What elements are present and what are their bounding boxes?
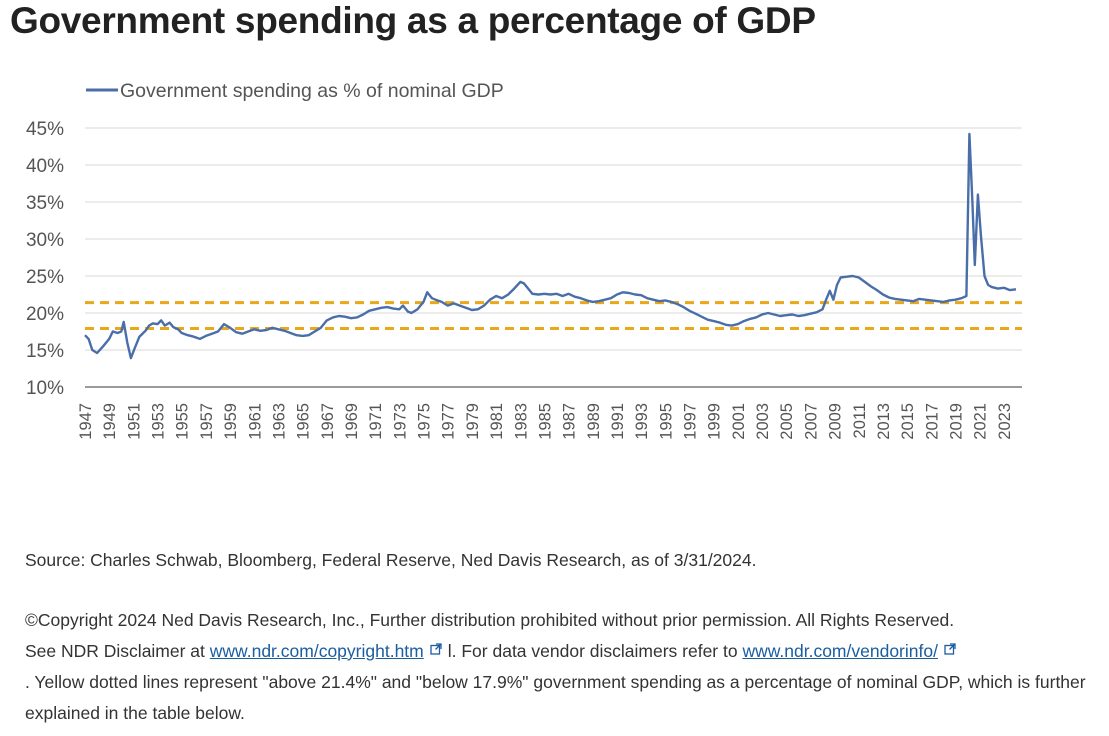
x-tick-label: 1997 — [682, 403, 700, 440]
disclaimer-prefix: See NDR Disclaimer at — [25, 641, 210, 661]
legend-explanation: . Yellow dotted lines represent "above 2… — [25, 672, 1086, 723]
vendor-text: l. For data vendor disclaimers refer to — [447, 641, 743, 661]
x-tick-label: 1991 — [609, 403, 627, 440]
x-tick-label: 1963 — [270, 403, 288, 440]
x-tick-label: 1987 — [561, 403, 579, 440]
x-tick-label: 1957 — [198, 403, 216, 440]
line-chart: 10% 15% 20% 25% 30% 35% 40% 45% 1947 1949 1951 1953… — [26, 80, 1022, 440]
y-tick-label: 45% — [26, 119, 64, 140]
x-tick-label: 1981 — [488, 403, 506, 440]
x-tick-label: 1965 — [295, 403, 313, 440]
chart-container: 10% 15% 20% 25% 30% 35% 40% 45% 1947 1949 1951 1953… — [0, 70, 1109, 470]
x-tick-label: 1973 — [391, 403, 409, 440]
copyright-link[interactable]: www.ndr.com/copyright.htm — [209, 641, 424, 661]
x-tick-label: 2003 — [754, 403, 772, 440]
y-tick-label: 15% — [26, 341, 64, 362]
source-note: Source: Charles Schwab, Bloomberg, Feder… — [25, 550, 757, 570]
x-tick-label: 1993 — [633, 403, 651, 440]
x-tick-label: 2023 — [996, 403, 1014, 440]
x-tick-label: 1985 — [536, 403, 554, 440]
x-tick-label: 1947 — [77, 403, 95, 440]
x-tick-label: 1979 — [464, 403, 482, 440]
x-tick-label: 2001 — [730, 403, 748, 440]
x-tick-label: 2017 — [923, 403, 941, 440]
external-link-icon[interactable] — [430, 643, 442, 655]
x-tick-label: 1995 — [657, 403, 675, 440]
x-tick-label: 2013 — [875, 403, 893, 440]
x-tick-label: 2009 — [827, 403, 845, 440]
x-tick-label: 1971 — [367, 403, 385, 440]
x-tick-label: 1955 — [174, 403, 192, 440]
y-tick-label: 35% — [26, 193, 64, 214]
x-tick-label: 1967 — [319, 403, 337, 440]
y-tick-label: 10% — [26, 378, 64, 399]
x-tick-label: 1961 — [246, 403, 264, 440]
y-tick-label: 30% — [26, 230, 64, 251]
y-tick-label: 40% — [26, 156, 64, 177]
page-title: Government spending as a percentage of G… — [10, 0, 816, 41]
series-line — [84, 132, 1017, 360]
external-link-icon[interactable] — [944, 643, 956, 655]
x-tick-label: 1999 — [706, 403, 724, 440]
x-tick-label: 1989 — [585, 403, 603, 440]
x-tick-label: 2015 — [899, 403, 917, 440]
x-tick-label: 2005 — [778, 403, 796, 440]
y-tick-label: 20% — [26, 304, 64, 325]
x-tick-label: 1983 — [512, 403, 530, 440]
x-tick-label: 1977 — [440, 403, 458, 440]
x-tick-label: 1969 — [343, 403, 361, 440]
y-tick-label: 25% — [26, 267, 64, 288]
x-tick-label: 1959 — [222, 403, 240, 440]
x-tick-label: 2019 — [948, 403, 966, 440]
copyright-note: ©Copyright 2024 Ned Davis Research, Inc.… — [25, 605, 1095, 729]
x-tick-label: 2011 — [851, 403, 869, 438]
copyright-line1: ©Copyright 2024 Ned Davis Research, Inc.… — [25, 610, 955, 630]
x-tick-label: 1953 — [150, 403, 168, 440]
x-tick-label: 2021 — [972, 403, 990, 440]
x-tick-label: 1949 — [101, 403, 119, 440]
x-tick-label: 2007 — [802, 403, 820, 440]
x-tick-label: 1951 — [125, 403, 143, 440]
legend-label: Government spending as % of nominal GDP — [120, 80, 504, 102]
x-tick-label: 1975 — [416, 403, 434, 440]
vendorinfo-link[interactable]: www.ndr.com/vendorinfo/ — [742, 641, 938, 661]
